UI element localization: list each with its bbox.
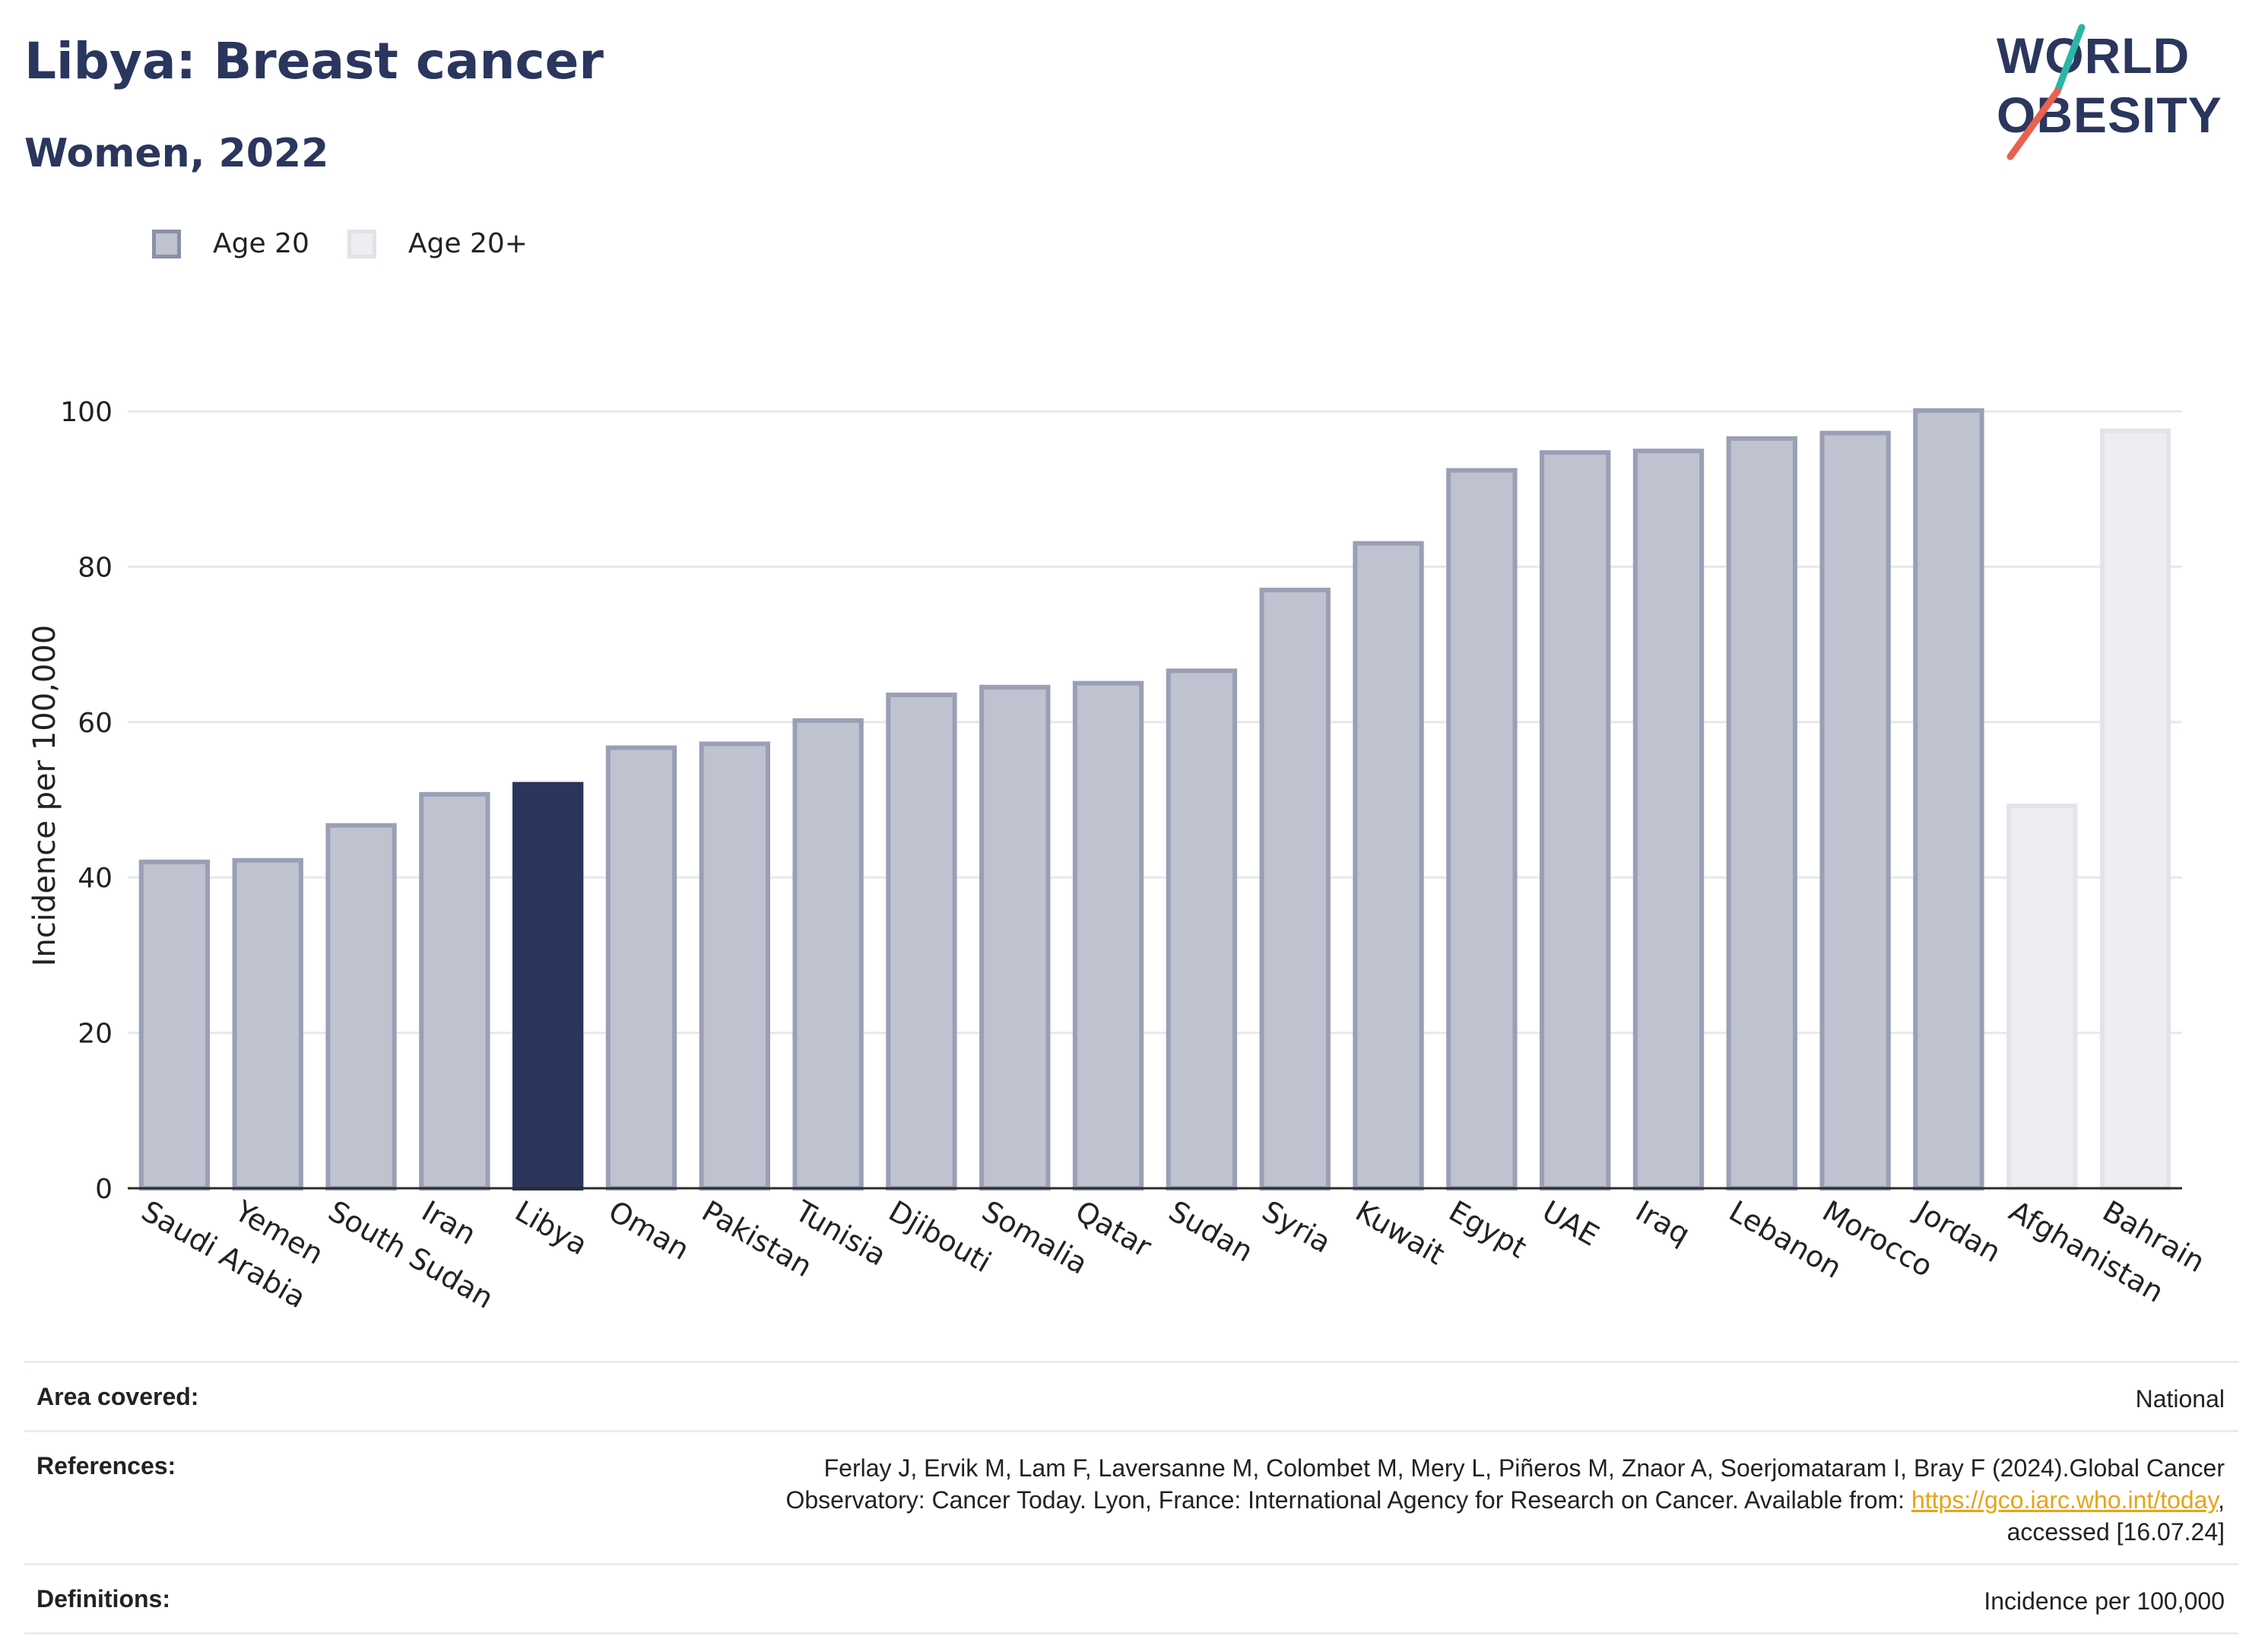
bar <box>886 693 957 1191</box>
bar <box>1072 680 1144 1191</box>
bar <box>1353 541 1424 1191</box>
references-line2: Observatory: Cancer Today. Lyon, France:… <box>785 1484 2225 1516</box>
y-tick-label: 60 <box>78 708 113 739</box>
x-tick-label: Egypt <box>1443 1194 1532 1265</box>
page-subtitle: Women, 2022 <box>24 131 329 176</box>
x-tick-label: Djibouti <box>883 1194 997 1279</box>
references-line1: Ferlay J, Ervik M, Lam F, Laversanne M, … <box>823 1454 2225 1482</box>
bar <box>792 718 864 1191</box>
legend-swatch-age20 <box>152 229 181 258</box>
bar <box>325 823 397 1191</box>
x-tick-label: Sudan <box>1163 1194 1259 1269</box>
info-row-definitions: Definitions: Incidence per 100,000 <box>24 1563 2238 1635</box>
area-value: National <box>2135 1385 2225 1413</box>
bar <box>232 858 303 1191</box>
x-tick-label: Iran <box>416 1194 481 1251</box>
bar <box>2006 804 2078 1191</box>
legend-item-age20[interactable]: Age 20 <box>152 228 309 259</box>
x-tick-label: Libya <box>509 1194 593 1262</box>
page-title: Libya: Breast cancer <box>24 32 604 90</box>
legend-label-age20plus: Age 20+ <box>408 228 528 259</box>
bar <box>1726 436 1797 1191</box>
logo-line2: OBESITY <box>1997 87 2222 143</box>
x-tick-label: Iraq <box>1630 1194 1695 1251</box>
legend-swatch-age20plus <box>347 229 376 258</box>
y-tick-label: 0 <box>95 1174 113 1205</box>
x-tick-label: South Sudan <box>323 1194 500 1315</box>
world-obesity-logo: WORLD OBESITY <box>1997 24 2222 160</box>
bar <box>512 782 584 1191</box>
y-tick-label: 40 <box>78 863 113 894</box>
y-axis-label: Incidence per 100,000 <box>27 625 62 967</box>
bar <box>1632 449 1705 1191</box>
bar <box>419 791 490 1191</box>
y-tick-label: 80 <box>78 552 113 583</box>
info-row-references: References: Ferlay J, Ervik M, Lam F, La… <box>24 1430 2238 1563</box>
definitions-value: Incidence per 100,000 <box>1984 1587 2225 1615</box>
x-tick-label: Oman <box>603 1194 695 1267</box>
bar <box>605 745 677 1191</box>
logo-slash-coral <box>2006 87 2061 160</box>
references-line2-end: , <box>2218 1486 2225 1514</box>
logo-slash-teal <box>2054 24 2086 95</box>
x-tick-label: Somalia <box>976 1194 1093 1281</box>
references-link[interactable]: https://gco.iarc.who.int/today <box>1911 1486 2219 1514</box>
area-label: Area covered: <box>36 1383 199 1410</box>
definitions-label: Definitions: <box>36 1585 170 1612</box>
bar <box>1913 408 1984 1191</box>
x-tick-label: Syria <box>1257 1194 1337 1260</box>
y-tick-label: 100 <box>60 397 113 428</box>
references-line2-text: Observatory: Cancer Today. Lyon, France:… <box>785 1486 1911 1514</box>
legend: Age 20 Age 20+ <box>152 228 566 259</box>
legend-item-age20plus[interactable]: Age 20+ <box>347 228 528 259</box>
bar <box>1540 450 1611 1191</box>
bar <box>138 859 211 1191</box>
info-row-area: Area covered: National <box>24 1361 2238 1430</box>
bar <box>1819 430 1891 1191</box>
references-value: Ferlay J, Ervik M, Lam F, Laversanne M, … <box>785 1452 2225 1548</box>
bar <box>699 741 770 1191</box>
bar <box>1259 588 1331 1191</box>
references-label: References: <box>36 1452 176 1479</box>
x-tick-label: Kuwait <box>1350 1194 1451 1272</box>
y-tick-label: 20 <box>78 1019 113 1050</box>
bar <box>979 684 1051 1191</box>
bar <box>1166 668 1238 1191</box>
bar <box>2099 428 2171 1191</box>
legend-label-age20: Age 20 <box>213 228 309 259</box>
logo-line1: WORLD <box>1997 27 2190 84</box>
info-table: Area covered: National References: Ferla… <box>24 1361 2238 1635</box>
bar <box>1446 468 1518 1191</box>
references-line3: accessed [16.07.24] <box>2006 1518 2225 1546</box>
x-tick-label: UAE <box>1537 1194 1604 1253</box>
